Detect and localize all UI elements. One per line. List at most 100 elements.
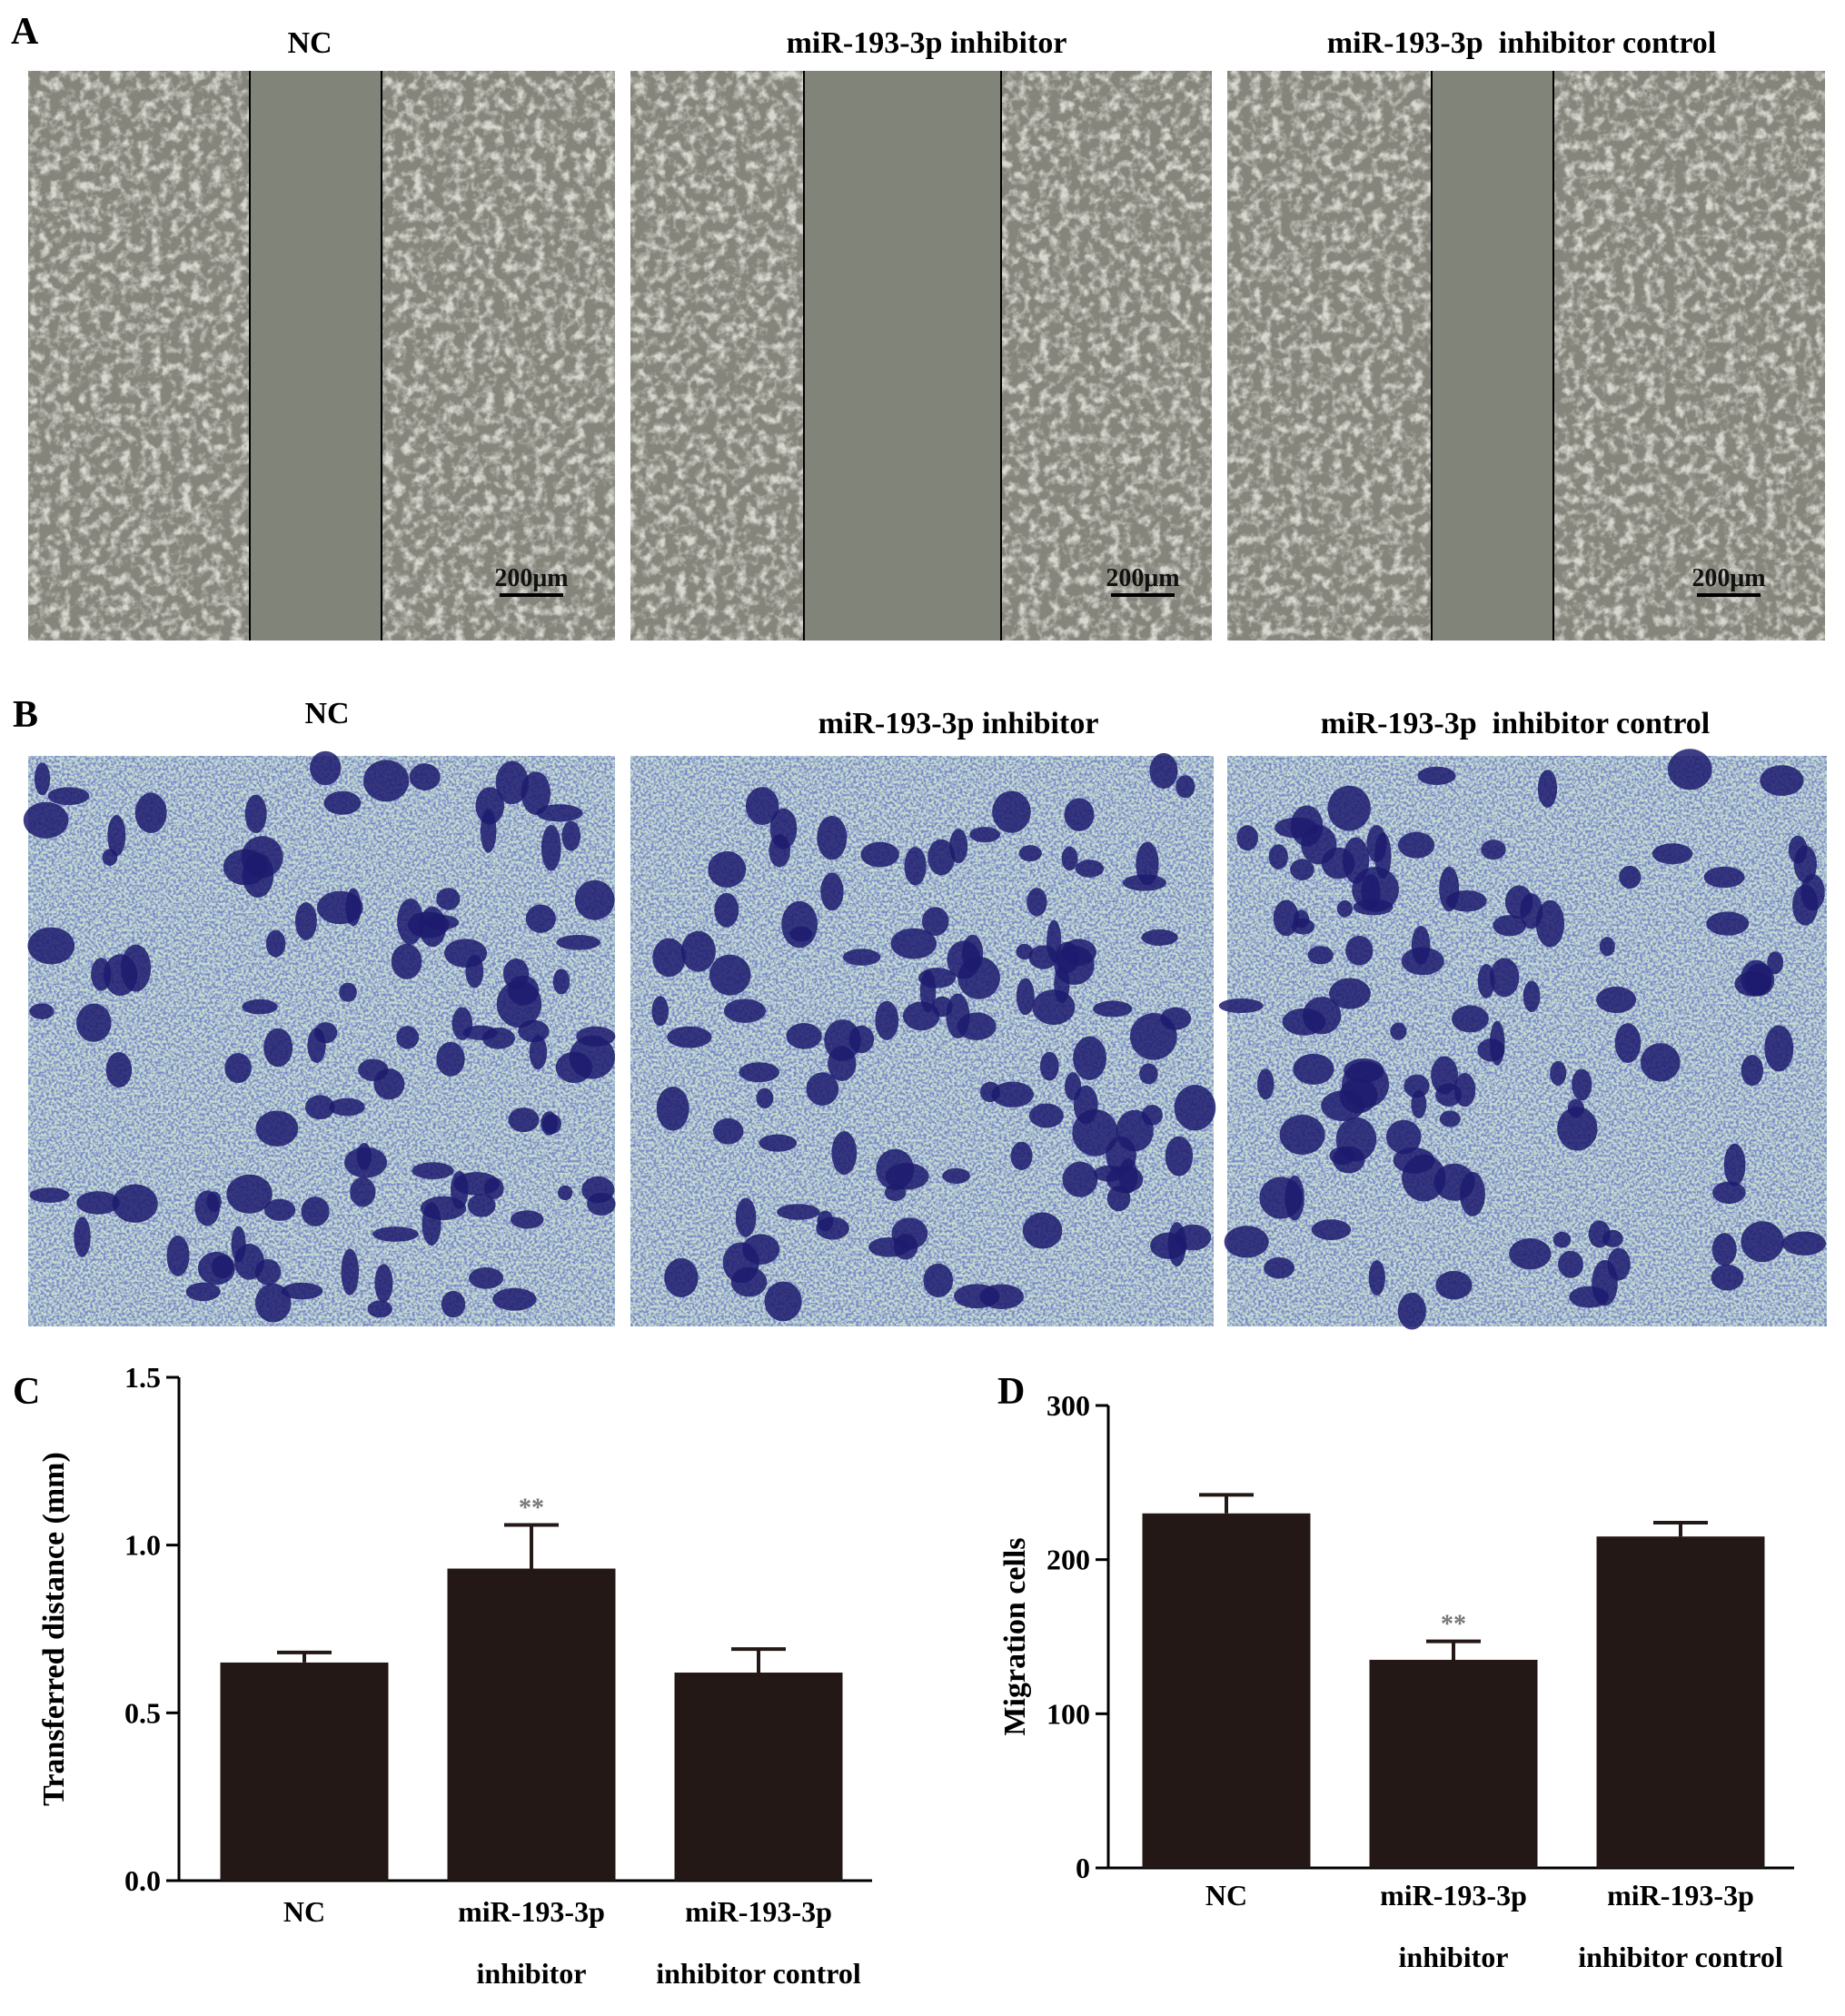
scale-bar-label: 200μm bbox=[494, 564, 568, 592]
stained-cell bbox=[372, 1226, 419, 1242]
stained-cell bbox=[1788, 835, 1808, 864]
stained-cell bbox=[102, 849, 118, 866]
stained-cell bbox=[1073, 1036, 1106, 1080]
stained-cell bbox=[1741, 959, 1772, 997]
stained-cell bbox=[1165, 1136, 1194, 1177]
y-tick-label: 1.0 bbox=[124, 1529, 161, 1562]
image-title: miR-193-3p inhibitor bbox=[818, 707, 1099, 740]
stained-cell bbox=[742, 1234, 780, 1265]
stained-cell bbox=[76, 1003, 112, 1042]
stained-cell bbox=[1353, 899, 1394, 916]
stained-cell bbox=[1411, 1089, 1427, 1119]
stained-cell bbox=[1093, 1000, 1133, 1018]
y-tick-label: 200 bbox=[1046, 1544, 1090, 1576]
stained-cell bbox=[194, 1190, 220, 1226]
stained-cell bbox=[786, 1023, 822, 1049]
stained-cell bbox=[1706, 911, 1750, 936]
stained-cell bbox=[708, 851, 747, 888]
stained-cell bbox=[842, 948, 881, 966]
stained-cell bbox=[1064, 798, 1095, 831]
significance-mark: ** bbox=[1441, 1611, 1466, 1639]
bar bbox=[1596, 1536, 1765, 1868]
stained-cell bbox=[769, 834, 790, 868]
stained-cell bbox=[921, 907, 949, 937]
stained-cell bbox=[680, 930, 716, 972]
stained-cell bbox=[1333, 1146, 1365, 1174]
stained-cell bbox=[323, 790, 362, 815]
stained-cell bbox=[363, 760, 410, 802]
stained-cell bbox=[492, 1287, 537, 1311]
stained-cell bbox=[1596, 986, 1637, 1013]
stained-cell bbox=[1404, 1074, 1430, 1098]
stained-cell bbox=[556, 934, 600, 950]
x-tick-label: miR-193-3p bbox=[685, 1895, 832, 1928]
stained-cell bbox=[652, 938, 686, 978]
stained-cell bbox=[1259, 1177, 1303, 1219]
x-tick-label: NC bbox=[1205, 1879, 1247, 1912]
stained-cell bbox=[441, 1290, 466, 1318]
stained-cell bbox=[651, 996, 669, 1027]
stained-cell bbox=[422, 1202, 441, 1246]
bar bbox=[220, 1662, 389, 1881]
stained-cell bbox=[511, 1210, 544, 1229]
stained-cell bbox=[1268, 844, 1288, 870]
stained-cell bbox=[723, 998, 767, 1023]
cell-layer-left bbox=[28, 71, 250, 641]
stained-cell bbox=[1767, 951, 1784, 975]
stained-cell bbox=[1302, 997, 1342, 1035]
stained-cell bbox=[1535, 899, 1565, 948]
stained-cell bbox=[1341, 1060, 1389, 1108]
stained-cell bbox=[991, 1081, 1034, 1107]
stained-cell bbox=[1345, 935, 1374, 966]
bar bbox=[447, 1568, 616, 1881]
x-tick-label: miR-193-3p bbox=[1607, 1879, 1754, 1912]
stained-cell bbox=[1711, 1264, 1744, 1291]
x-tick-label: miR-193-3p bbox=[458, 1895, 605, 1928]
stained-cell bbox=[1016, 978, 1035, 1016]
stained-cell bbox=[1022, 1212, 1063, 1249]
stained-cell bbox=[817, 815, 848, 860]
stained-cell bbox=[1390, 1022, 1407, 1040]
stained-cell bbox=[91, 958, 112, 991]
stained-cell bbox=[656, 1086, 689, 1131]
stained-cell bbox=[942, 1167, 970, 1184]
stained-cell bbox=[828, 1046, 857, 1081]
stained-cell bbox=[465, 954, 484, 988]
stained-cell bbox=[1652, 843, 1693, 865]
stained-cell bbox=[1481, 839, 1506, 860]
stained-cell bbox=[224, 1053, 252, 1084]
stained-cell bbox=[541, 824, 561, 871]
stained-cell bbox=[1175, 1224, 1212, 1251]
stained-cell bbox=[860, 841, 899, 868]
stained-cell bbox=[436, 888, 461, 910]
stained-cell bbox=[1711, 1233, 1737, 1266]
stained-cell bbox=[1264, 1256, 1294, 1279]
stained-cell bbox=[947, 940, 981, 979]
stained-cell bbox=[902, 1001, 940, 1031]
stained-cell bbox=[730, 1266, 768, 1297]
stained-cell bbox=[339, 982, 357, 1002]
stained-cell bbox=[992, 790, 1031, 833]
stained-cell bbox=[876, 1148, 915, 1190]
error-bar bbox=[1653, 1520, 1708, 1537]
stained-cell bbox=[893, 1234, 918, 1260]
stained-cell bbox=[1016, 943, 1033, 960]
stained-cell bbox=[764, 1281, 802, 1322]
stained-cell bbox=[1327, 785, 1371, 831]
stained-cell bbox=[1018, 845, 1042, 862]
bar bbox=[674, 1673, 843, 1881]
panel-label: D bbox=[997, 1371, 1025, 1413]
stained-cell bbox=[561, 820, 581, 851]
stained-cell bbox=[74, 1217, 91, 1257]
stained-cell bbox=[1599, 937, 1615, 957]
stained-cell bbox=[1279, 1114, 1325, 1155]
error-bar bbox=[1426, 1639, 1481, 1660]
cell-layer-right bbox=[1553, 71, 1825, 641]
wound-gap bbox=[804, 71, 1001, 641]
stained-cell bbox=[1397, 831, 1435, 859]
stained-cell bbox=[29, 1003, 55, 1019]
stained-cell bbox=[23, 801, 69, 839]
stained-cell bbox=[1129, 1013, 1177, 1060]
stained-cell bbox=[409, 763, 441, 791]
stained-cell bbox=[134, 792, 167, 834]
